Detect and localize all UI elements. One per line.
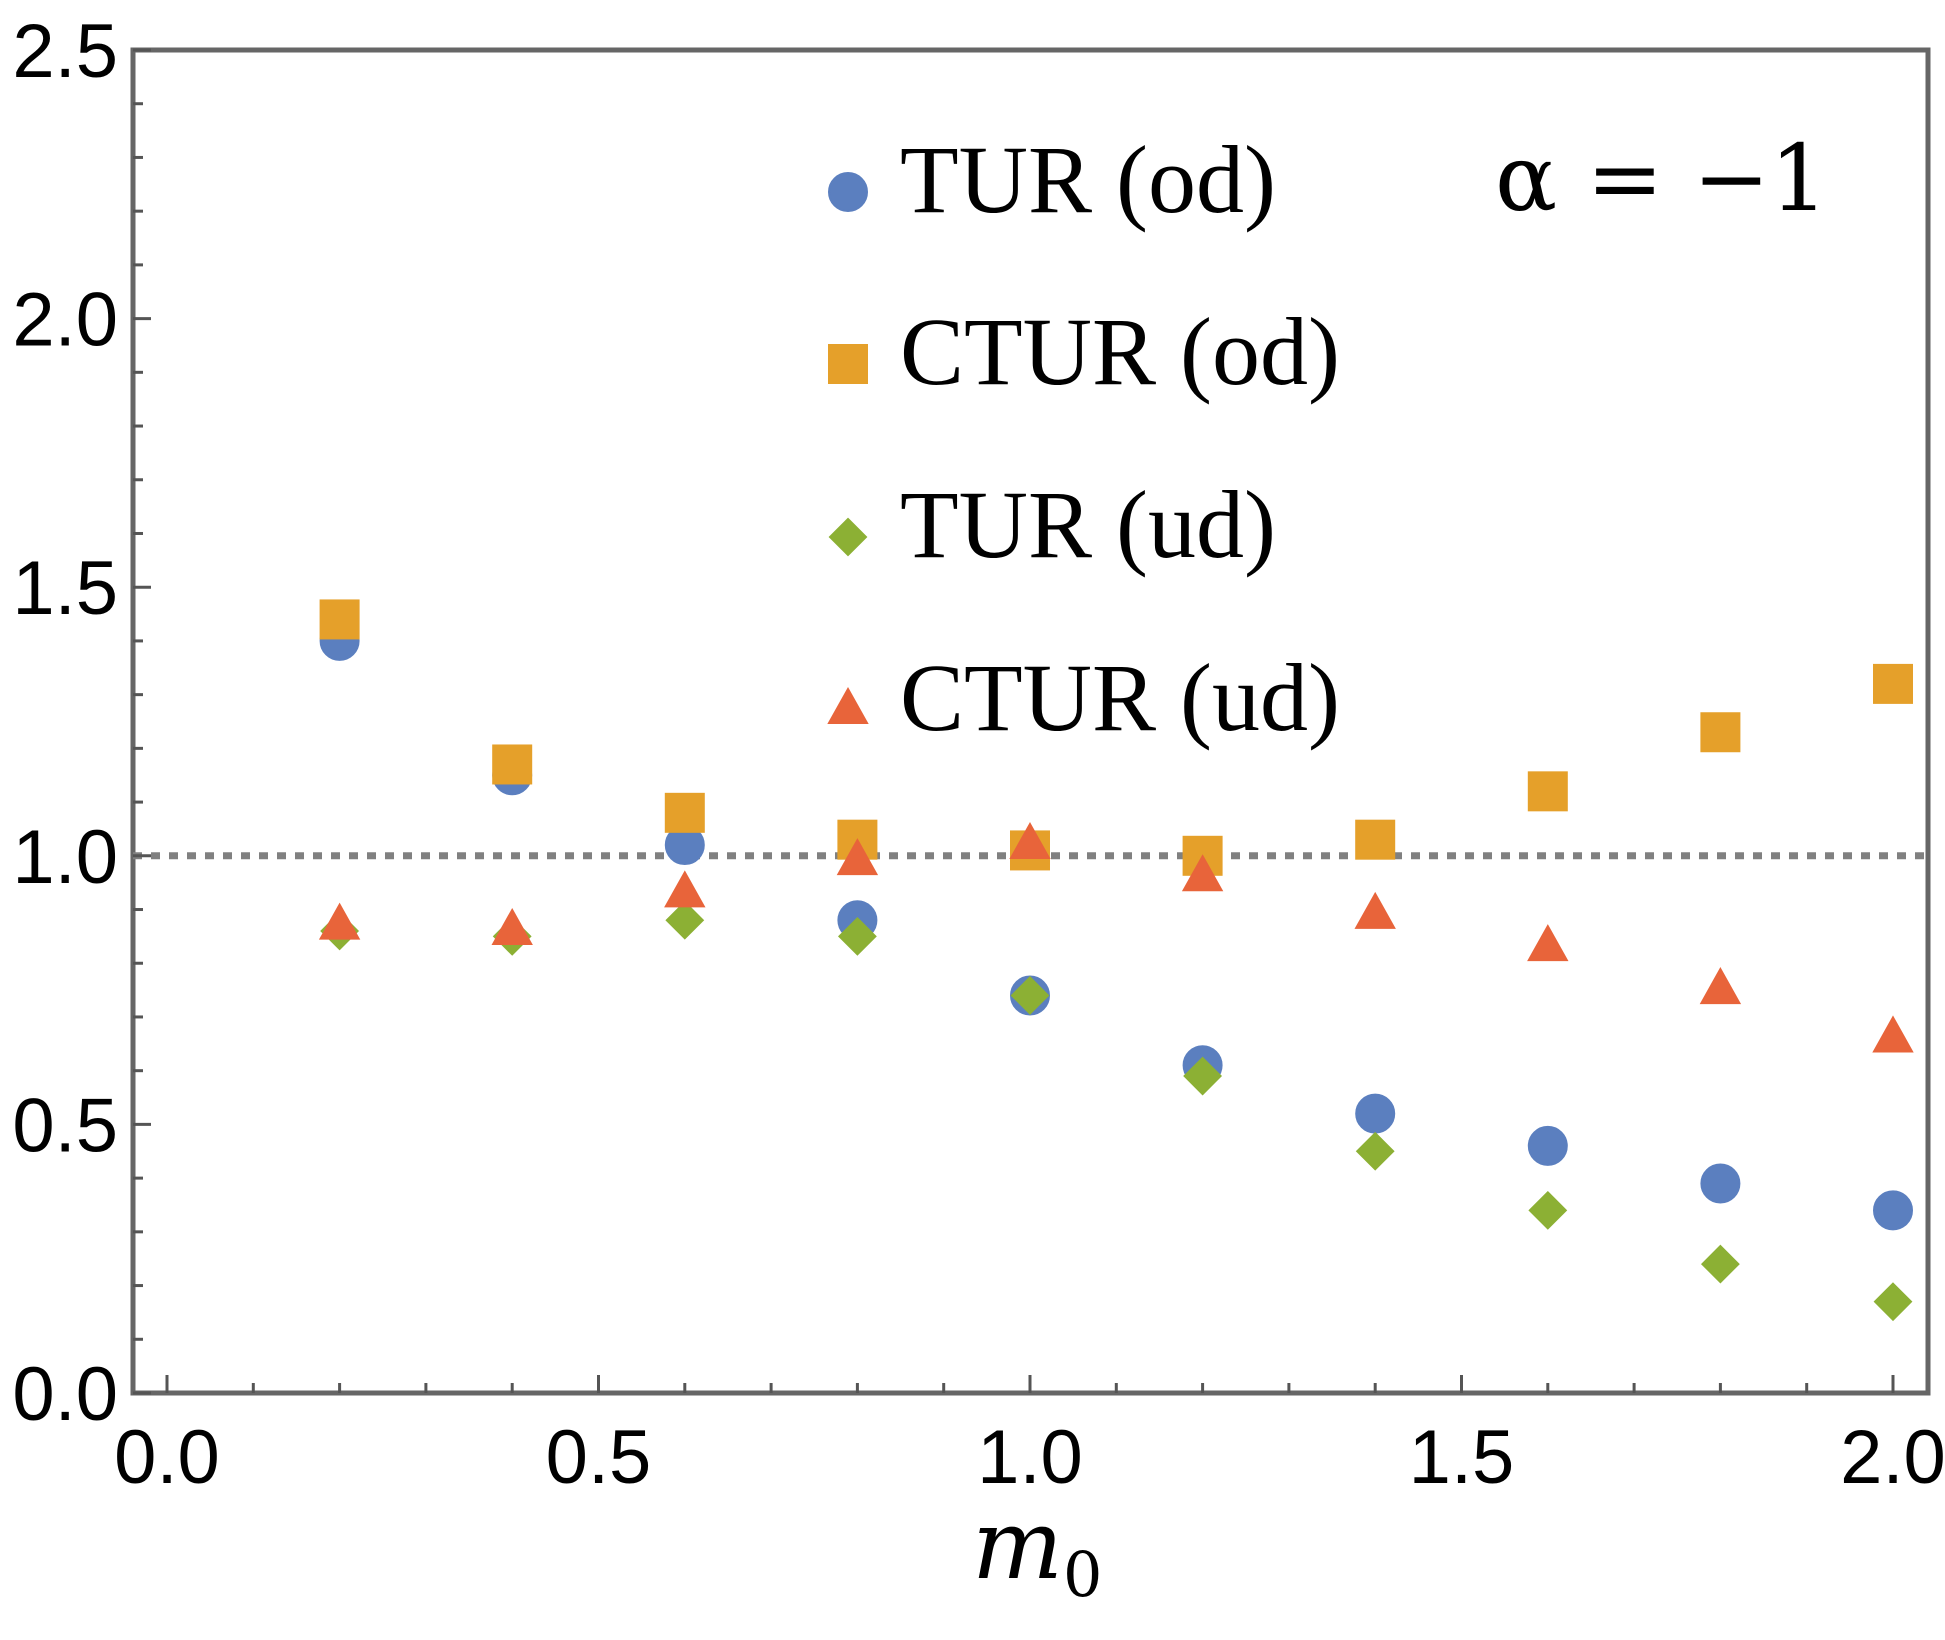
axis-ticks [133, 48, 1895, 1395]
square-point [1355, 819, 1396, 860]
triangle-point [1009, 822, 1051, 860]
data-points [318, 599, 1914, 1322]
x-tick-label: 2.0 [1840, 1415, 1945, 1500]
circle-point [1700, 1163, 1741, 1204]
circle-point [1355, 1093, 1396, 1134]
x-axis-label-main: m [972, 1489, 1063, 1601]
y-tick-label: 0.0 [12, 1352, 118, 1437]
diamond-point [1183, 1056, 1223, 1096]
diamond-point [837, 916, 877, 956]
legend-label: TUR (od) [900, 126, 1276, 233]
x-tick-label: 1.0 [977, 1415, 1083, 1500]
legend-item: TUR (ud) [828, 471, 1276, 578]
triangle-point [1527, 924, 1569, 962]
series-diamond [320, 900, 1913, 1322]
triangle-point [491, 907, 533, 946]
square-point [1527, 771, 1568, 812]
y-tick-label: 2.0 [12, 278, 118, 363]
square-point [664, 792, 705, 833]
square-point [1873, 663, 1913, 704]
y-tick-label: 1.5 [12, 546, 118, 631]
circle-point [1527, 1125, 1568, 1166]
axis-tick-labels: 0.0 0.5 1.0 1.5 2.0 0.0 0.5 1.0 1.5 2.0 2.5 [12, 9, 1945, 1500]
square-point [1700, 712, 1741, 753]
legend-square-icon [828, 344, 868, 384]
diamond-point [1873, 1282, 1913, 1322]
series-square [319, 599, 1913, 876]
legend-label: TUR (ud) [900, 471, 1276, 578]
x-axis-label-sub: 0 [1063, 1538, 1102, 1611]
triangle-point [1699, 967, 1742, 1005]
triangle-point [836, 838, 879, 876]
circle-point [1873, 1190, 1913, 1231]
alpha-annotation: α = −1 [1495, 125, 1828, 232]
y-tick-label: 0.5 [12, 1083, 118, 1168]
square-point [319, 599, 360, 640]
diamond-point [665, 900, 705, 940]
legend-triangle-icon [827, 686, 869, 724]
legend-label: CTUR (ud) [900, 644, 1340, 751]
legend-item: CTUR (ud) [827, 644, 1340, 751]
legend-diamond-icon [828, 517, 868, 557]
x-axis-label: m0 [972, 1489, 1102, 1611]
y-tick-label: 2.5 [12, 9, 118, 94]
legend: TUR (od) CTUR (od) TUR (ud) CTUR (ud) [827, 126, 1340, 751]
triangle-point [1872, 1015, 1914, 1053]
diamond-point [1010, 976, 1050, 1015]
triangle-point [318, 902, 361, 940]
triangle-point [1181, 854, 1224, 892]
legend-circle-icon [828, 172, 868, 212]
x-tick-label: 1.5 [1409, 1415, 1515, 1500]
diamond-point [1528, 1190, 1568, 1230]
legend-item: TUR (od) [828, 126, 1276, 233]
diamond-point [1700, 1244, 1740, 1284]
diamond-point [1355, 1131, 1395, 1171]
series-triangle [318, 822, 1914, 1053]
legend-label: CTUR (od) [900, 298, 1340, 405]
triangle-point [1354, 891, 1396, 929]
legend-item: CTUR (od) [828, 298, 1340, 405]
square-point [492, 744, 533, 785]
x-tick-label: 0.0 [114, 1415, 220, 1500]
triangle-point [664, 870, 706, 908]
y-tick-label: 1.0 [12, 815, 118, 900]
x-tick-label: 0.5 [546, 1415, 652, 1500]
